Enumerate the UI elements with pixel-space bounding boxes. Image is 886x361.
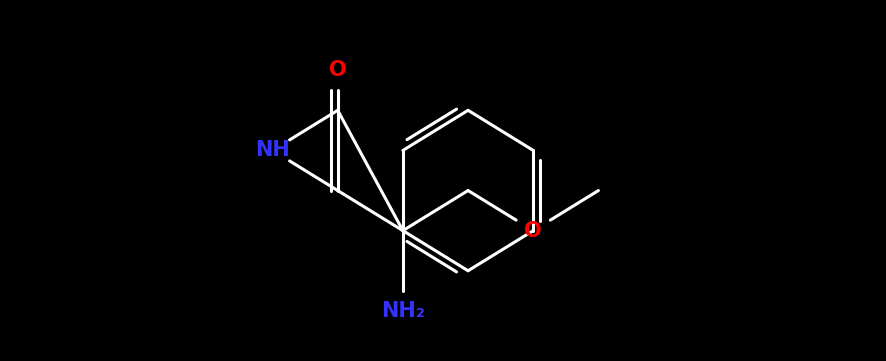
Text: NH₂: NH₂ [381,301,424,321]
Text: NH: NH [255,140,290,160]
Text: O: O [525,221,542,241]
Text: O: O [329,60,346,80]
